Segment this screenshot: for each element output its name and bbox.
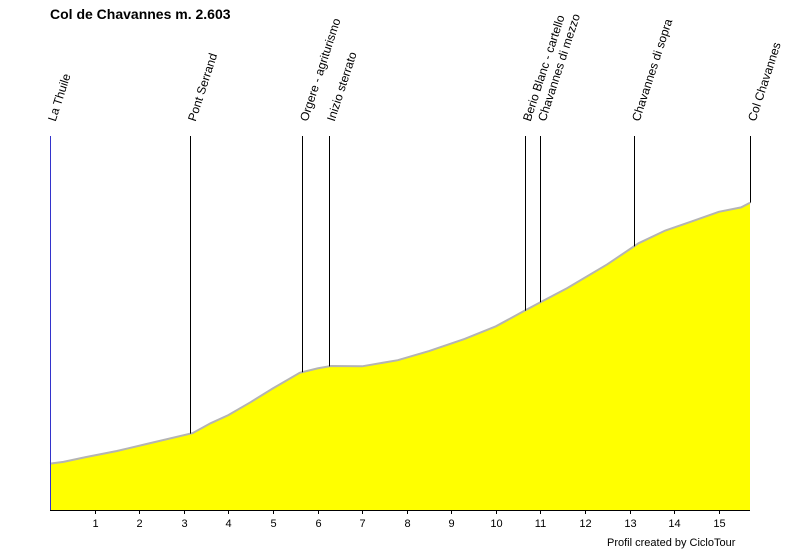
x-tick-label: 3 <box>181 518 187 530</box>
landmark-label: Chavannes di sopra <box>629 17 675 123</box>
page-title: Col de Chavannes m. 2.603 <box>50 6 231 22</box>
x-tick-label: 10 <box>490 518 502 530</box>
x-tick-label: 5 <box>270 518 276 530</box>
x-tick-label: 6 <box>315 518 321 530</box>
x-tick-label: 7 <box>359 518 365 530</box>
credit-text: Profil created by CicloTour <box>607 537 736 549</box>
x-tick-label: 14 <box>668 518 680 530</box>
x-tick-label: 15 <box>713 518 725 530</box>
landmark-label: La Thuile <box>45 72 74 123</box>
x-tick-label: 9 <box>448 518 454 530</box>
x-tick-label: 1 <box>92 518 98 530</box>
x-axis: 1 2 3 4 5 6 7 8 9 10 11 12 13 14 15 <box>50 510 750 530</box>
x-tick-label: 4 <box>225 518 231 530</box>
x-tick-label: 8 <box>404 518 410 530</box>
profile-area-layer <box>49 201 751 510</box>
x-tick-label: 13 <box>624 518 636 530</box>
landmark-label: Col Chavannes <box>745 41 784 123</box>
profile-area <box>50 202 750 510</box>
x-tick-label: 2 <box>136 518 142 530</box>
landmark-label: Pont Serrand <box>185 51 220 123</box>
x-tick-label: 12 <box>579 518 591 530</box>
x-tick-label: 11 <box>535 518 546 530</box>
profile-outline <box>49 201 751 465</box>
